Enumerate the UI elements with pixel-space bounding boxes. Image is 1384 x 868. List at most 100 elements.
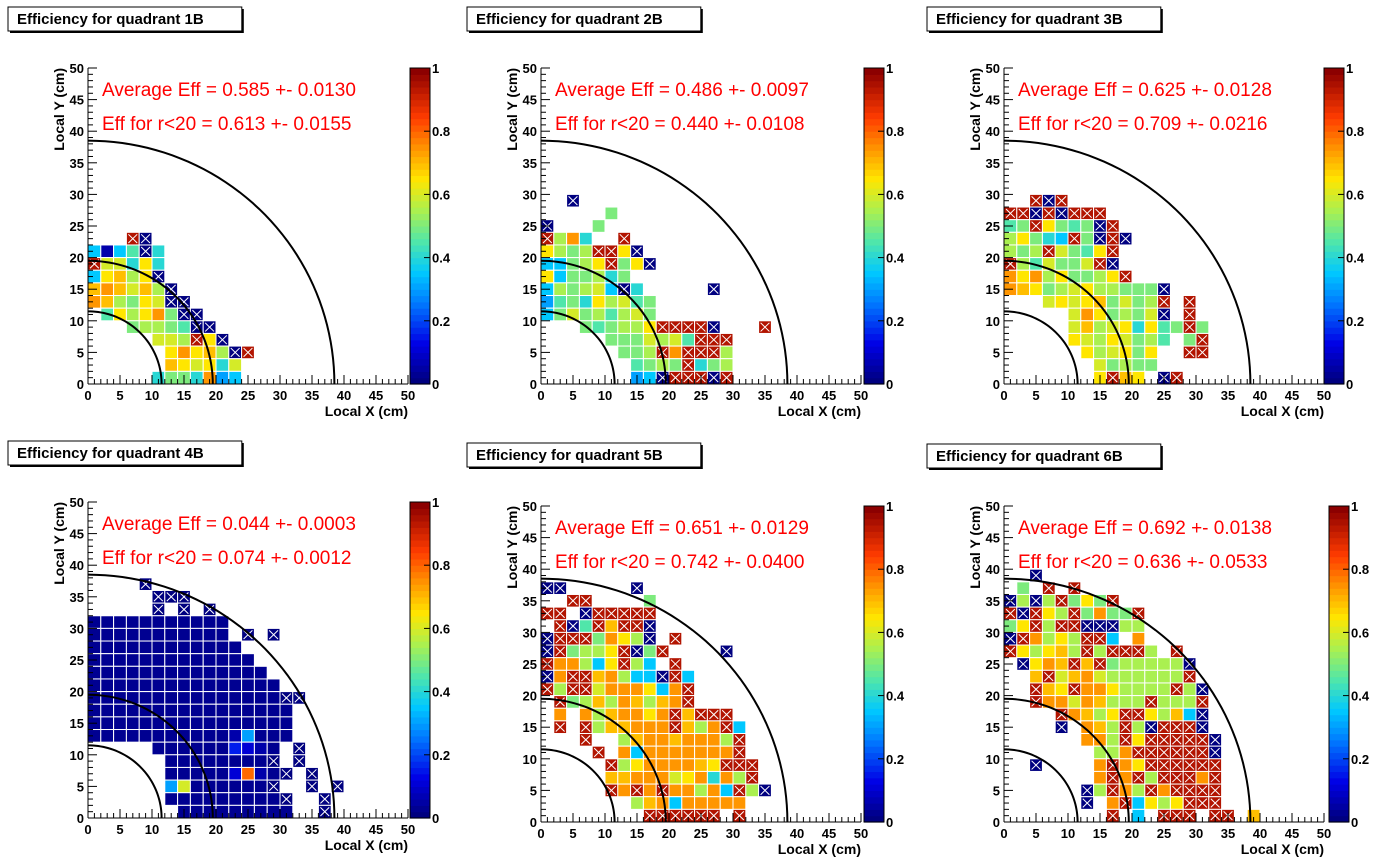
heatmap-cell <box>100 729 115 743</box>
cell-cross-b <box>721 646 732 657</box>
heatmap-cell <box>151 640 166 655</box>
heatmap-cell <box>553 269 568 284</box>
y-tick-label: 25 <box>986 219 1000 234</box>
heatmap-cell <box>1080 682 1095 697</box>
heatmap-cell <box>138 615 153 629</box>
title-box <box>926 443 1162 469</box>
colorbar-segment <box>410 577 430 585</box>
colorbar-segment <box>1329 771 1349 779</box>
heatmap-cell <box>1144 332 1159 347</box>
heatmap-cell <box>228 766 243 781</box>
colorbar-segment <box>1324 282 1344 290</box>
x-tick-label: 15 <box>177 388 191 403</box>
heatmap-cell <box>1105 796 1120 810</box>
heatmap-cell <box>164 345 179 360</box>
x-tick-label: 45 <box>822 826 836 841</box>
cell-cross-b <box>1082 621 1092 631</box>
colorbar-segment <box>864 695 884 703</box>
colorbar-segment <box>1324 86 1344 94</box>
heatmap-cell <box>1093 695 1107 709</box>
y-tick-label: 10 <box>523 314 537 329</box>
colorbar-segment <box>864 112 884 120</box>
heatmap-cell <box>177 703 191 718</box>
heatmap-cell <box>100 269 115 284</box>
colorbar-segment <box>1324 118 1344 126</box>
cell-cross-b <box>747 760 757 770</box>
heatmap-cell <box>694 796 708 810</box>
cell-cross-b <box>268 756 279 766</box>
colorbar-segment <box>1329 600 1349 608</box>
y-tick-label: 20 <box>986 251 1000 266</box>
cell-cross-b <box>1120 271 1131 282</box>
colorbar-segment <box>864 270 884 278</box>
cell-cross-b <box>721 722 732 732</box>
colorbar-label: 0.4 <box>1346 251 1365 266</box>
heatmap-cell <box>125 716 140 731</box>
heatmap-cell <box>566 231 580 246</box>
y-tick-label: 20 <box>70 251 84 266</box>
x-tick-label: 15 <box>1093 826 1107 841</box>
heatmap-cell <box>553 657 568 671</box>
radius-arc <box>87 139 336 385</box>
heatmap-cell <box>1118 682 1133 697</box>
cell-cross-b <box>1031 208 1041 219</box>
heatmap-cell <box>617 631 632 646</box>
heatmap-cell <box>1067 332 1082 347</box>
x-tick-label: 40 <box>337 388 351 403</box>
cell-cross-b <box>1031 570 1041 581</box>
heatmap-cell <box>1118 758 1133 772</box>
cell-cross-b <box>166 592 176 602</box>
cell-cross-b <box>1172 785 1182 796</box>
heatmap-cell <box>719 733 734 747</box>
colorbar-segment <box>864 213 884 221</box>
x-axis-title: Local X (cm) <box>778 841 861 857</box>
colorbar-segment <box>864 506 884 513</box>
colorbar-segment <box>1329 556 1349 564</box>
heatmap-cell <box>1144 295 1159 309</box>
heatmap-cell <box>642 733 657 747</box>
colorbar-segment <box>864 162 884 170</box>
heatmap-cell <box>215 678 230 693</box>
cell-cross-b <box>696 335 706 345</box>
y-tick-label: 30 <box>986 187 1000 202</box>
cell-cross-b <box>1018 659 1028 669</box>
colorbar-segment <box>864 105 884 113</box>
heatmap-cell <box>189 703 204 718</box>
y-tick-label: 50 <box>986 499 1000 514</box>
cell-cross-b <box>1197 722 1208 732</box>
heatmap-cell <box>1054 244 1069 259</box>
heatmap-cell <box>215 716 230 731</box>
efficiency-annotation: Eff for r<20 = 0.074 +- 0.0012 <box>102 548 351 569</box>
colorbar-segment <box>864 638 884 646</box>
x-tick-label: 20 <box>662 826 676 841</box>
chart-title: Efficiency for quadrant 2B <box>476 11 663 28</box>
colorbar-segment <box>864 232 884 240</box>
colorbar-segment <box>864 569 884 577</box>
y-tick-label: 35 <box>70 590 84 605</box>
heatmap-cell <box>655 733 670 747</box>
heatmap-cell <box>604 269 619 284</box>
y-tick-label: 45 <box>986 531 1000 546</box>
heatmap-cell <box>591 631 606 646</box>
x-tick-label: 50 <box>1317 388 1331 403</box>
cell-cross-b <box>307 781 317 792</box>
cell-cross-b <box>619 646 629 657</box>
y-tick-label: 45 <box>986 93 1000 108</box>
title-box <box>926 6 1162 32</box>
heatmap-cell <box>151 307 166 322</box>
colorbar-segment <box>1329 512 1349 520</box>
colorbar-segment <box>1329 657 1349 665</box>
colorbar-segment <box>864 99 884 107</box>
heatmap-cell <box>215 653 230 667</box>
y-tick-label: 25 <box>986 657 1000 672</box>
heatmap-cell <box>578 619 593 633</box>
heatmap-cell <box>202 754 217 768</box>
x-tick-label: 20 <box>1125 388 1139 403</box>
colorbar-label: 0.6 <box>432 187 450 202</box>
x-tick-label: 20 <box>209 388 223 403</box>
heatmap-cell <box>668 695 683 709</box>
cell-cross-b <box>683 697 693 707</box>
heatmap-cell <box>681 770 696 785</box>
heatmap-cell <box>591 320 606 334</box>
heatmap-cell <box>732 796 747 810</box>
